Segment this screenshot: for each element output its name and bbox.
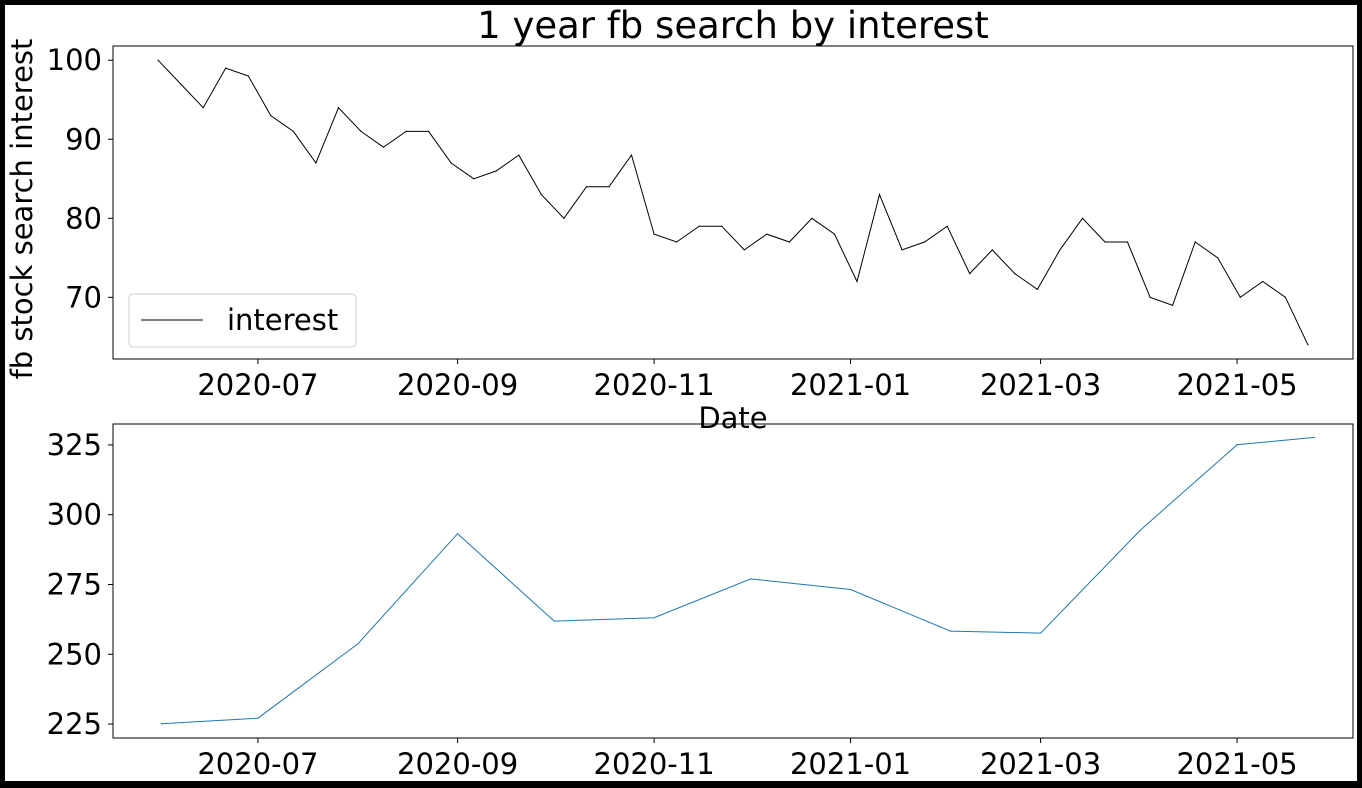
- data-point: [946, 225, 948, 227]
- data-point: [698, 225, 700, 227]
- data-point: [292, 130, 294, 132]
- data-point: [1149, 296, 1151, 298]
- data-point: [1039, 632, 1042, 634]
- data-point: [630, 154, 633, 156]
- data-point: [473, 178, 475, 180]
- plot-frame: [112, 45, 1354, 360]
- y-axis-label: fb stock search interest: [5, 39, 39, 380]
- x-tick-label: 2020-07: [197, 368, 318, 402]
- data-point: [180, 83, 182, 85]
- data-point: [969, 273, 971, 275]
- data-point: [1262, 280, 1264, 283]
- x-tick-label: 2020-11: [594, 368, 715, 402]
- x-tick-label: 2021-03: [980, 368, 1101, 402]
- data-point: [878, 193, 881, 196]
- data-point: [1236, 444, 1238, 446]
- data-point: [743, 249, 745, 251]
- data-point: [1307, 344, 1309, 346]
- data-point: [540, 193, 542, 196]
- data-point: [1172, 304, 1174, 306]
- data-point: [721, 225, 723, 227]
- y-tick-label: 300: [47, 498, 102, 532]
- data-point: [1284, 296, 1286, 298]
- x-tick-label: 2020-09: [397, 747, 518, 781]
- data-point: [202, 107, 204, 109]
- chart-top: 70 80 90 100 2020-07 2020-09 2020-11 2021-01 202…: [47, 43, 1354, 402]
- x-tick-label: 2021-05: [1176, 368, 1297, 402]
- legend-label: interest: [227, 303, 338, 337]
- data-point: [563, 217, 565, 219]
- y-tick-label: 275: [47, 567, 102, 601]
- data-point: [495, 170, 497, 172]
- data-point: [766, 233, 768, 235]
- data-point: [270, 114, 272, 117]
- data-point: [1126, 241, 1129, 243]
- y-tick-label: 250: [47, 637, 102, 671]
- data-point: [428, 130, 430, 132]
- data-point: [315, 162, 317, 164]
- data-point: [360, 130, 362, 132]
- y-tick-label: 90: [65, 122, 102, 156]
- x-tick-label: 2020-11: [594, 747, 715, 781]
- legend-box: [128, 293, 357, 348]
- x-tick-label: 2021-01: [790, 368, 911, 402]
- data-point: [382, 146, 385, 148]
- data-point: [833, 233, 836, 235]
- data-point: [788, 241, 790, 243]
- data-point: [608, 186, 610, 188]
- x-tick-label: 2021-01: [790, 747, 911, 781]
- data-point: [849, 588, 852, 591]
- data-point: [553, 620, 555, 622]
- data-point: [1104, 241, 1106, 243]
- data-point: [653, 233, 655, 235]
- data-point: [1036, 288, 1038, 291]
- x-tick-label: 2021-03: [980, 747, 1101, 781]
- charts-svg: 1 year fb search by interest fb stock se…: [5, 5, 1354, 781]
- data-point: [1081, 217, 1084, 219]
- data-point: [676, 241, 678, 243]
- x-axis-label: Date: [698, 401, 767, 435]
- y-tick-label: 100: [47, 43, 102, 77]
- x-tick-label: 2020-07: [197, 747, 318, 781]
- data-point: [1014, 273, 1016, 275]
- y-tick-label: 70: [65, 280, 102, 314]
- plot-frame: [112, 423, 1354, 739]
- data-point: [1059, 249, 1061, 251]
- data-point: [518, 154, 520, 156]
- data-point: [357, 643, 359, 645]
- y-tick-label: 325: [47, 428, 102, 462]
- data-point: [901, 249, 903, 251]
- data-point: [1194, 241, 1196, 243]
- data-point: [450, 162, 452, 164]
- data-point: [991, 249, 993, 251]
- data-point: [1217, 257, 1219, 259]
- chart-title: 1 year fb search by interest: [477, 5, 989, 47]
- data-point: [257, 717, 259, 719]
- data-point: [1239, 296, 1241, 298]
- series-line: [161, 436, 1315, 725]
- data-point: [653, 617, 655, 619]
- data-point: [457, 533, 459, 535]
- data-point: [750, 578, 752, 580]
- data-point: [405, 130, 407, 132]
- x-tick-label: 2020-09: [397, 368, 518, 402]
- data-point: [585, 186, 588, 188]
- y-tick-label: 80: [65, 201, 102, 235]
- figure: 1 year fb search by interest fb stock se…: [5, 5, 1357, 781]
- chart-bottom: 225 250 275 300 325 2020-07 2020-09 2020-11 2021…: [47, 423, 1354, 781]
- data-point: [811, 217, 813, 219]
- y-tick-label: 225: [47, 707, 102, 741]
- x-tick-label: 2021-05: [1176, 747, 1297, 781]
- data-point: [856, 280, 858, 283]
- data-point: [924, 241, 926, 243]
- series-line: [157, 59, 1309, 346]
- data-point: [337, 107, 340, 109]
- data-point: [949, 630, 952, 632]
- data-point: [247, 75, 249, 77]
- data-point: [160, 723, 162, 725]
- data-point: [1139, 529, 1142, 531]
- data-point: [1313, 436, 1315, 438]
- data-point: [157, 59, 159, 61]
- data-point: [225, 67, 227, 69]
